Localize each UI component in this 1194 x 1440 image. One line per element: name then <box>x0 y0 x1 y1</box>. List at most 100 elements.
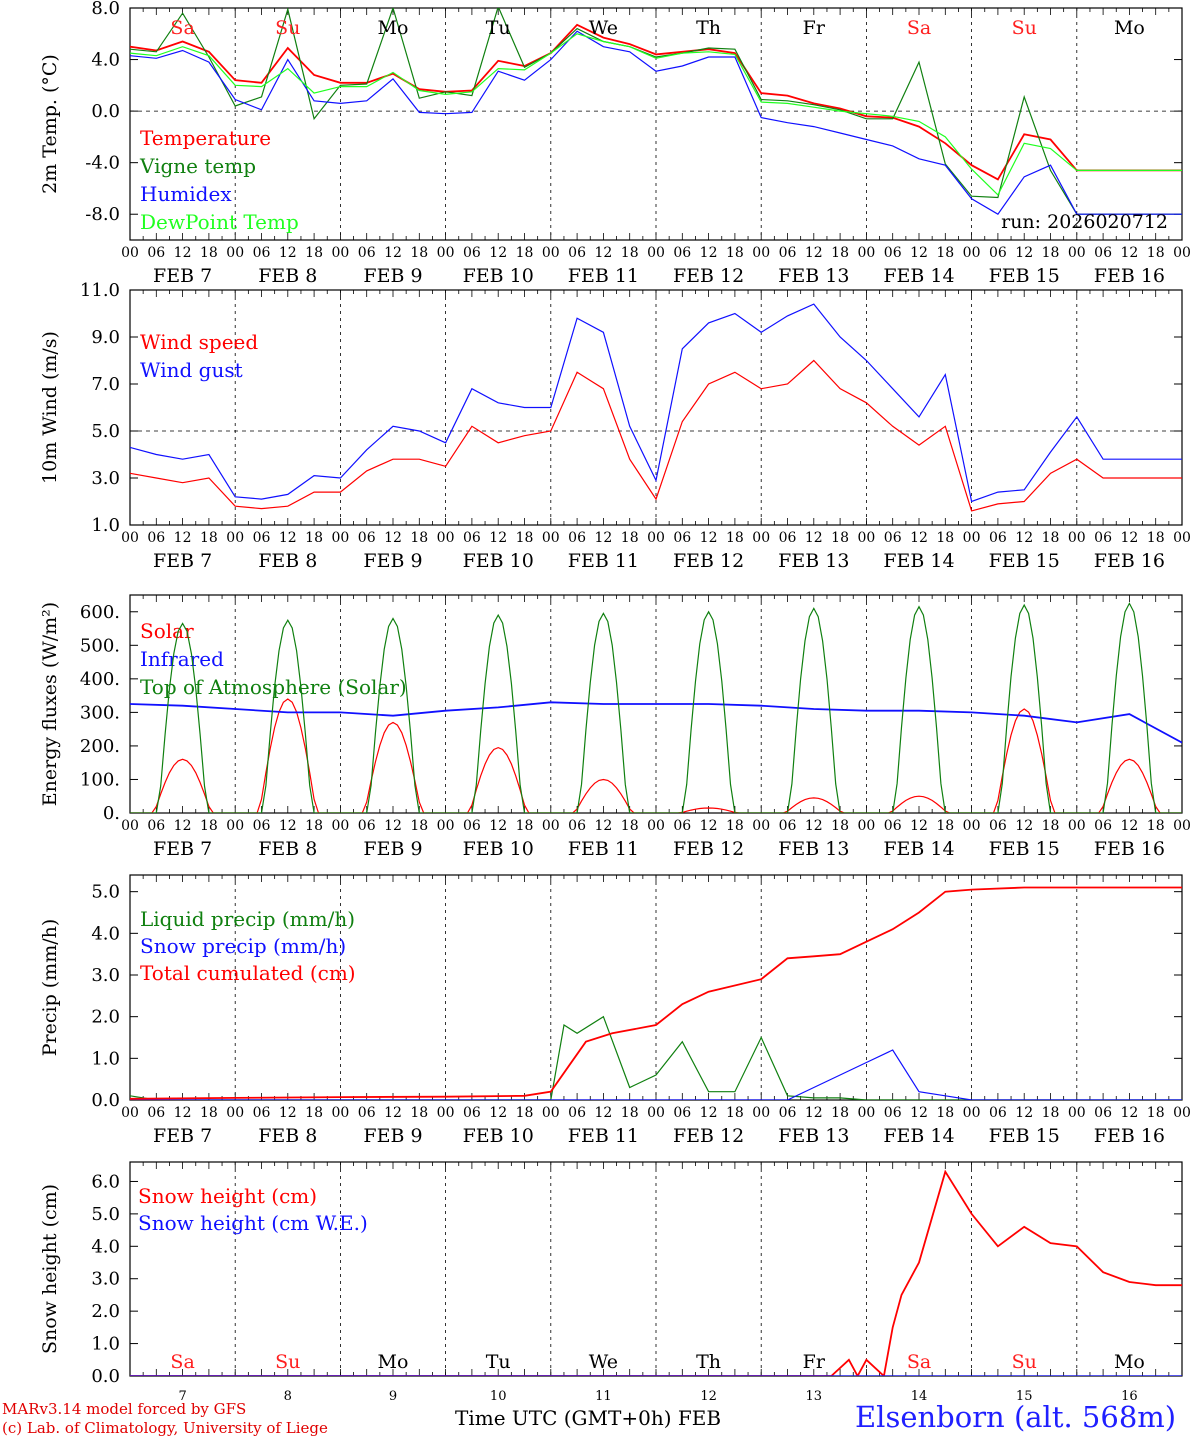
date-label: FEB 15 <box>989 838 1060 860</box>
day-name-label: Tu <box>486 1351 511 1373</box>
hour-tick-label: 06 <box>358 245 376 261</box>
hour-tick-label: 18 <box>621 245 639 261</box>
hour-tick-label: 00 <box>542 1105 560 1121</box>
hour-tick-label: 00 <box>121 1105 139 1121</box>
legend-entry: Snow height (cm) <box>138 1184 317 1208</box>
y-tick-label: -8.0 <box>85 204 120 225</box>
hour-tick-label: 18 <box>1042 530 1060 546</box>
hour-tick-label: 12 <box>1120 1105 1138 1121</box>
day-number-label: 12 <box>700 1389 717 1404</box>
hour-tick-label: 12 <box>489 530 507 546</box>
hour-tick-label: 00 <box>963 245 981 261</box>
date-label: FEB 15 <box>989 1125 1060 1147</box>
day-name-label: Th <box>696 17 721 39</box>
hour-tick-label: 00 <box>857 245 875 261</box>
hour-tick-label: 18 <box>516 530 534 546</box>
hour-tick-label: 12 <box>1120 530 1138 546</box>
day-name-label: Su <box>275 17 300 39</box>
hour-tick-label: 06 <box>673 530 691 546</box>
hour-tick-label: 00 <box>542 530 560 546</box>
date-label: FEB 13 <box>778 838 849 860</box>
day-name-label: Tu <box>486 17 511 39</box>
hour-tick-label: 12 <box>700 530 718 546</box>
day-name-label: Mo <box>378 1351 409 1373</box>
y-tick-label: 5.0 <box>91 421 120 442</box>
day-number-label: 15 <box>1016 1389 1033 1404</box>
date-label: FEB 9 <box>363 265 422 287</box>
hour-tick-label: 18 <box>410 1105 428 1121</box>
y-tick-label: 0. <box>103 803 120 824</box>
hour-tick-label: 06 <box>1094 1105 1112 1121</box>
hour-tick-label: 18 <box>936 530 954 546</box>
x-axis-title-month: FEB <box>677 1406 722 1430</box>
date-label: FEB 14 <box>883 1125 954 1147</box>
day-name-label: Su <box>1012 17 1037 39</box>
x-axis-title: Time UTC (GMT+0h) FEB <box>455 1406 721 1430</box>
y-tick-label: 600. <box>80 602 120 623</box>
y-tick-label: 500. <box>80 635 120 656</box>
hour-tick-label: 12 <box>1015 245 1033 261</box>
hour-tick-label: 12 <box>594 1105 612 1121</box>
hour-tick-label: 12 <box>910 1105 928 1121</box>
date-label: FEB 13 <box>778 1125 849 1147</box>
hour-tick-label: 18 <box>621 818 639 834</box>
hour-tick-label: 18 <box>410 530 428 546</box>
hour-tick-label: 00 <box>647 245 665 261</box>
hour-tick-label: 18 <box>516 818 534 834</box>
date-label: FEB 16 <box>1094 550 1165 572</box>
hour-tick-label: 06 <box>463 1105 481 1121</box>
hour-tick-label: 00 <box>121 818 139 834</box>
hour-tick-label: 12 <box>384 530 402 546</box>
day-name-label: Sa <box>907 1351 931 1373</box>
hour-tick-label: 00 <box>121 530 139 546</box>
legend-entry: Liquid precip (mm/h) <box>140 907 355 931</box>
hour-tick-label: 18 <box>1147 530 1165 546</box>
y-tick-label: 1.0 <box>91 1048 120 1069</box>
day-name-label: Su <box>275 1351 300 1373</box>
date-label: FEB 9 <box>363 1125 422 1147</box>
hour-tick-label: 12 <box>174 245 192 261</box>
y-axis-label: Precip (mm/h) <box>39 919 61 1057</box>
hour-tick-label: 12 <box>489 1105 507 1121</box>
hour-tick-label: 06 <box>463 245 481 261</box>
hour-tick-label: 18 <box>1147 245 1165 261</box>
day-name-label: Sa <box>170 1351 194 1373</box>
day-name-label: We <box>589 1351 618 1373</box>
hour-tick-label: 18 <box>621 1105 639 1121</box>
hour-tick-label: 18 <box>200 245 218 261</box>
y-tick-label: 100. <box>80 769 120 790</box>
chart-panel-3: 600. 500. 400. 300. 200. 100. 0. Energy fluxes … <box>39 594 1191 860</box>
hour-tick-label: 06 <box>463 530 481 546</box>
y-axis-label: 10m Wind (m/s) <box>39 331 61 484</box>
date-label: FEB 16 <box>1094 838 1165 860</box>
hour-tick-label: 00 <box>542 818 560 834</box>
date-label: FEB 12 <box>673 838 744 860</box>
y-tick-label: 2.0 <box>91 1301 120 1322</box>
chart-panel-1: 8.0 4.0 0.0 -4.0 -8.0 2m Temp. (°C) Temperatur… <box>39 0 1191 287</box>
hour-tick-label: 00 <box>1173 818 1191 834</box>
date-label: FEB 7 <box>153 1125 212 1147</box>
hour-tick-label: 12 <box>489 818 507 834</box>
date-label: FEB 15 <box>989 265 1060 287</box>
hour-tick-label: 18 <box>936 245 954 261</box>
y-tick-label: 200. <box>80 736 120 757</box>
hour-tick-label: 12 <box>384 1105 402 1121</box>
hour-tick-label: 18 <box>305 245 323 261</box>
hour-tick-label: 00 <box>331 1105 349 1121</box>
legend-entry: Total cumulated (cm) <box>140 961 356 985</box>
hour-tick-label: 12 <box>700 245 718 261</box>
hour-tick-label: 18 <box>831 530 849 546</box>
hour-tick-label: 12 <box>1120 245 1138 261</box>
hour-tick-label: 06 <box>147 1105 165 1121</box>
hour-tick-label: 12 <box>1015 1105 1033 1121</box>
hour-tick-label: 06 <box>779 1105 797 1121</box>
y-tick-label: 1.0 <box>91 1334 120 1355</box>
hour-tick-label: 00 <box>226 818 244 834</box>
y-axis-label: Energy fluxes (W/m²) <box>39 602 61 806</box>
hour-tick-label: 12 <box>594 530 612 546</box>
day-number-label: 14 <box>911 1389 928 1404</box>
hour-tick-label: 06 <box>253 1105 271 1121</box>
hour-tick-label: 00 <box>226 245 244 261</box>
day-name-label: Mo <box>1114 1351 1145 1373</box>
y-tick-label: 4.0 <box>91 923 120 944</box>
